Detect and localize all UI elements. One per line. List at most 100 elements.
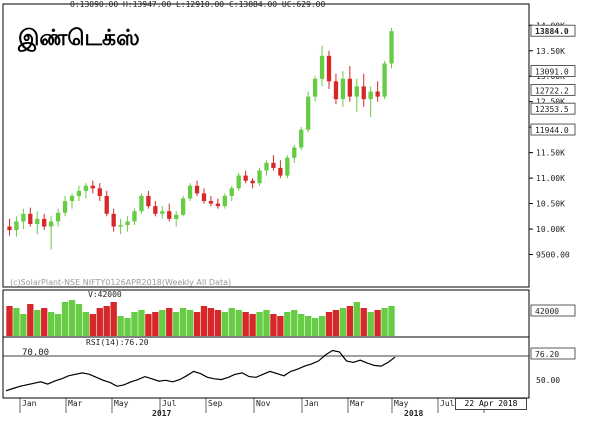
volume-bar	[27, 304, 34, 336]
volume-bar	[263, 310, 270, 336]
candle-body	[21, 213, 26, 222]
candle-body	[146, 195, 151, 207]
volume-bar	[207, 308, 215, 336]
volume-bar	[89, 314, 97, 336]
volume-bar	[145, 314, 152, 336]
candle-body	[215, 203, 221, 207]
watermark: (c)SolarPlant-NSE NIFTY0126APR2018(Weekl…	[10, 278, 232, 287]
volume-bar	[284, 312, 291, 336]
volume-bar	[277, 316, 284, 336]
volume-bar	[360, 308, 367, 336]
candle-body	[187, 185, 193, 199]
month-label: Nov	[256, 399, 271, 408]
volume-bar	[256, 312, 263, 336]
volume-bar	[249, 314, 256, 336]
candle-body	[180, 198, 186, 215]
price-tick-label: 10.00K	[536, 225, 565, 234]
candle-body	[271, 162, 276, 168]
volume-bar	[186, 310, 194, 336]
candle-body	[28, 213, 33, 224]
volume-bar	[311, 318, 319, 336]
volume-box	[530, 304, 576, 317]
price-panel-frame	[2, 3, 530, 288]
candle-body	[139, 195, 144, 212]
candle-body	[76, 190, 82, 196]
chart-title: இண்டெக்ஸ்	[18, 26, 140, 51]
volume-bar	[159, 310, 166, 336]
date-box: 22 Apr 2018	[455, 398, 527, 410]
candle-body	[382, 63, 387, 97]
volume-bar	[325, 312, 333, 336]
candle-body	[111, 213, 116, 227]
rsi-line	[5, 349, 396, 392]
volume-bar	[193, 312, 201, 336]
volume-bar	[367, 312, 374, 336]
year-label: 2018	[404, 409, 423, 418]
rsi-tick-label: 50.00	[536, 376, 560, 385]
candle-body	[278, 167, 283, 176]
candle-body	[48, 221, 54, 227]
volume-bar	[61, 302, 69, 336]
volume-bar	[103, 306, 110, 336]
month-label: Jul	[440, 399, 455, 408]
volume-bar	[200, 306, 208, 336]
price-box	[530, 65, 576, 77]
volume-bar	[13, 308, 20, 336]
price-tick-label: 13.50K	[536, 47, 565, 56]
volume-label: V:42000	[88, 290, 122, 299]
candle-body	[153, 206, 158, 214]
rsi-box-label: 76.20	[535, 350, 559, 359]
volume-bar	[304, 316, 312, 336]
volume-bar	[374, 310, 381, 336]
candle-body	[69, 195, 75, 202]
volume-bar	[6, 306, 13, 336]
month-label: Jan	[304, 399, 319, 408]
volume-bar	[110, 302, 117, 336]
candle-body	[83, 185, 89, 191]
year-label: 2017	[152, 409, 171, 418]
month-label: Mar	[68, 399, 83, 408]
volume-bar	[179, 308, 187, 336]
candle-body	[62, 201, 68, 213]
price-box	[530, 102, 576, 115]
volume-bar	[47, 312, 55, 336]
volume-bar	[41, 308, 48, 336]
volume-bar	[173, 312, 180, 336]
candle-body	[229, 188, 234, 196]
volume-bar	[346, 306, 354, 336]
month-label: Jan	[22, 399, 37, 408]
candle-body	[354, 86, 359, 97]
volume-bar	[117, 316, 124, 336]
volume-bar	[34, 310, 41, 336]
candle-body	[368, 91, 373, 100]
candle-body	[285, 157, 290, 176]
rsi-label: RSI(14):76.20	[86, 338, 149, 347]
price-box	[530, 24, 576, 37]
candle-body	[264, 162, 269, 171]
candle-body	[132, 211, 137, 222]
volume-bar	[82, 312, 90, 336]
volume-bar	[353, 302, 360, 336]
month-label: Sep	[208, 399, 223, 408]
month-label: May	[114, 399, 129, 408]
price-box-label: 12353.5	[535, 105, 569, 114]
candle-body	[243, 175, 248, 181]
x-axis: JanMarMayJulSepNovJanMarMayJulSep2017201…	[19, 398, 501, 418]
rsi-level-label: 70.00	[22, 348, 50, 358]
candle-body	[174, 214, 179, 219]
volume-bar	[291, 310, 298, 336]
candle-body	[347, 78, 353, 97]
candle-body	[167, 211, 172, 219]
candle-body	[299, 129, 304, 148]
month-label: Mar	[350, 399, 365, 408]
volume-bar	[242, 312, 249, 336]
candle-body	[257, 170, 262, 184]
candle-body	[292, 147, 297, 158]
candle-body	[118, 224, 123, 227]
volume-bar	[270, 314, 277, 336]
price-box-label: 13884.0	[535, 27, 569, 36]
price-box-label: 12722.2	[535, 86, 569, 95]
candle-body	[194, 185, 200, 194]
volume-bar	[96, 308, 103, 336]
